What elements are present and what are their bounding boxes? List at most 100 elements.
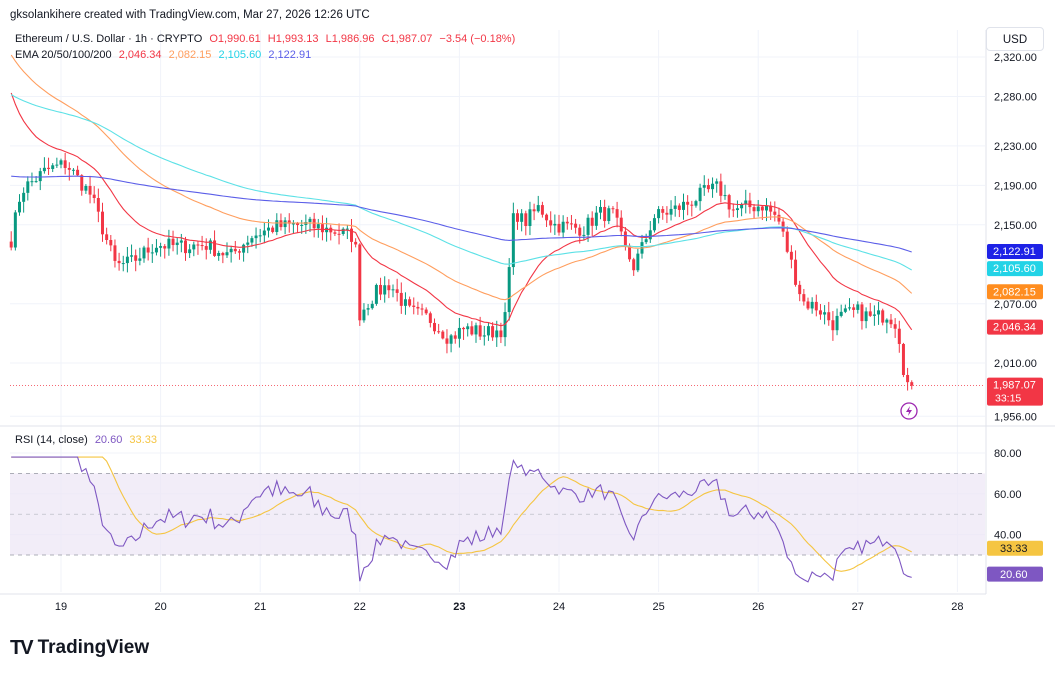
candle-body xyxy=(271,227,275,232)
candle-body xyxy=(184,240,187,254)
candle-body xyxy=(445,338,449,344)
candles-group xyxy=(9,152,914,391)
candle-body xyxy=(217,252,221,256)
candle-body xyxy=(366,308,370,310)
candle-body xyxy=(486,326,490,336)
candle-body xyxy=(424,309,428,314)
time-tick-label: 27 xyxy=(852,601,864,613)
ema200-value: 2,122.91 xyxy=(268,49,312,61)
candle-body xyxy=(557,223,561,233)
candle-body xyxy=(814,301,818,311)
candle-body xyxy=(403,299,407,306)
candle-body xyxy=(22,192,26,202)
attribution-text: gksolankihere created with TradingView.c… xyxy=(10,9,370,21)
candle-body xyxy=(686,201,690,205)
rsi-line xyxy=(11,456,912,583)
candle-body xyxy=(13,212,17,248)
candle-body xyxy=(345,228,349,230)
candle-body xyxy=(856,304,860,310)
time-tick-label: 20 xyxy=(154,601,166,613)
candle-body xyxy=(478,325,482,337)
candle-body xyxy=(632,259,636,271)
price-tick-label: 2,190.00 xyxy=(994,180,1037,192)
price-tick-label: 2,070.00 xyxy=(994,299,1037,311)
candle-body xyxy=(453,335,457,339)
candle-body xyxy=(275,220,279,232)
candle-body xyxy=(520,213,524,222)
candle-body xyxy=(462,327,466,330)
price-tick-label: 2,320.00 xyxy=(994,52,1037,64)
candle-body xyxy=(337,233,341,235)
candle-body xyxy=(412,305,416,307)
candle-body xyxy=(96,197,100,212)
candle-body xyxy=(179,240,183,243)
candle-body xyxy=(59,160,63,165)
candle-body xyxy=(594,212,598,226)
axis-price-label: 2,046.34 xyxy=(993,322,1036,334)
candle-body xyxy=(848,307,851,309)
candle-body xyxy=(55,164,59,166)
candle-body xyxy=(669,208,673,215)
candle-body xyxy=(839,311,843,316)
ema100-line xyxy=(10,94,912,271)
candle-body xyxy=(690,204,694,206)
axis-price-label: 2,105.60 xyxy=(993,263,1036,275)
candle-body xyxy=(760,206,764,211)
symbol-legend: Ethereum / U.S. Dollar · 1h · CRYPTO O1,… xyxy=(15,33,519,45)
candle-body xyxy=(9,241,13,248)
candle-body xyxy=(258,235,262,237)
candle-body xyxy=(308,218,312,222)
rsi-tick-label: 40.00 xyxy=(994,530,1022,542)
ema-label: EMA 20/50/100/200 xyxy=(15,49,112,61)
time-tick-label: 28 xyxy=(951,601,963,613)
candle-body xyxy=(636,253,640,271)
candle-body xyxy=(619,217,623,232)
candle-body xyxy=(196,244,200,246)
candle-body xyxy=(42,167,46,172)
candle-body xyxy=(167,238,171,249)
time-tick-label: 26 xyxy=(752,601,764,613)
candle-body xyxy=(906,374,910,383)
candle-body xyxy=(823,312,827,315)
candle-body xyxy=(374,284,378,304)
currency-button[interactable]: USD xyxy=(986,27,1044,51)
axis-price-label-bg xyxy=(987,261,1043,277)
candle-body xyxy=(416,306,420,309)
candle-body xyxy=(495,330,499,338)
candle-body xyxy=(785,231,789,252)
candle-body xyxy=(897,328,901,344)
candle-body xyxy=(777,214,781,222)
candle-body xyxy=(744,200,748,205)
candle-body xyxy=(171,238,175,246)
candle-body xyxy=(752,207,756,212)
candle-body xyxy=(827,312,831,321)
candle-body xyxy=(320,224,324,233)
candle-body xyxy=(698,187,702,202)
candle-body xyxy=(34,181,38,183)
candle-body xyxy=(213,240,217,256)
ema50-line xyxy=(10,54,913,301)
candle-body xyxy=(773,211,777,215)
candle-body xyxy=(516,213,519,222)
candle-body xyxy=(225,252,229,256)
candle-body xyxy=(889,319,893,325)
candle-body xyxy=(524,213,528,227)
candle-body xyxy=(652,218,656,231)
candle-body xyxy=(885,319,889,323)
axis-price-label-bg xyxy=(987,319,1043,335)
candle-body xyxy=(611,208,615,210)
candle-body xyxy=(569,223,573,225)
candle-body xyxy=(362,309,366,321)
candle-body xyxy=(18,201,21,213)
candle-body xyxy=(877,310,881,315)
candle-body xyxy=(507,267,511,313)
candle-body xyxy=(470,326,474,335)
candle-body xyxy=(408,299,412,306)
ohlc-close: C1,987.07 xyxy=(381,33,433,45)
price-tick-label: 2,150.00 xyxy=(994,220,1037,232)
candle-body xyxy=(864,311,868,322)
ohlc-open: O1,990.61 xyxy=(209,33,261,45)
price-tick-label: 1,956.00 xyxy=(994,411,1037,423)
axis-rsi-label-bg xyxy=(987,540,1043,556)
